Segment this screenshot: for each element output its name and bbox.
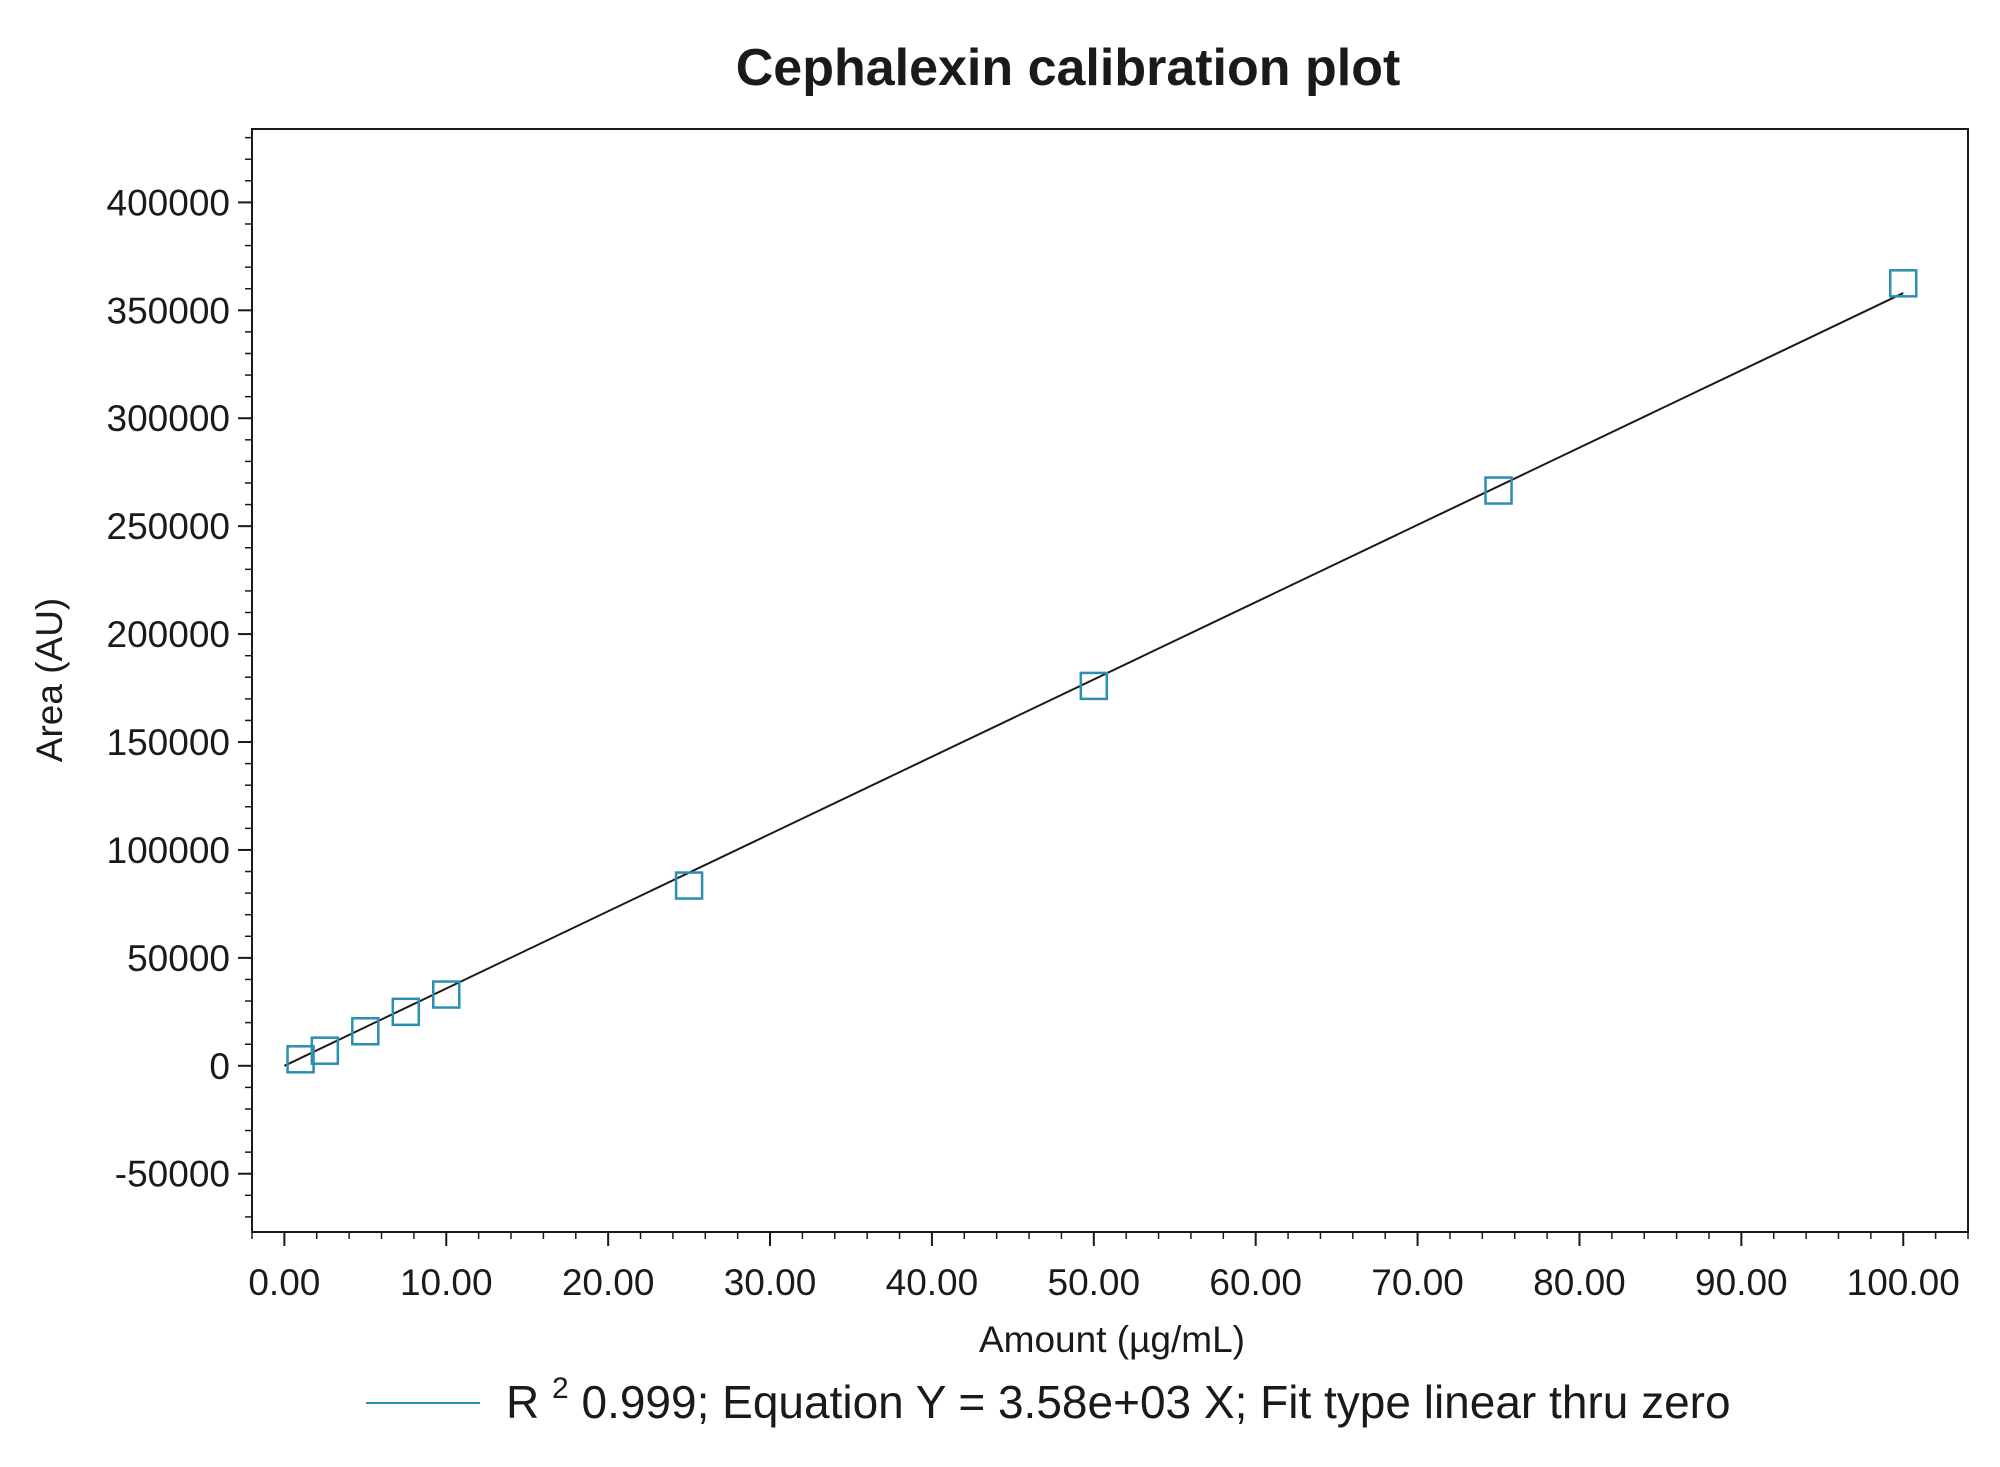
data-point bbox=[1484, 476, 1513, 505]
y-tick-label: 300000 bbox=[107, 398, 230, 439]
y-axis: -50000 0 50000 100000 150000 200000 250000 3000… bbox=[107, 182, 252, 1195]
data-point bbox=[286, 1045, 315, 1074]
data-point bbox=[351, 1017, 380, 1046]
y-tick-label: 250000 bbox=[107, 506, 230, 547]
fit-line bbox=[283, 292, 1904, 1067]
legend: R 2 0.999; Equation Y = 3.58e+03 X; Fit … bbox=[366, 1356, 1731, 1428]
x-tick-label: 30.00 bbox=[724, 1262, 817, 1303]
legend-equation: 0.999; Equation Y = 3.58e+03 X; Fit type… bbox=[581, 1376, 1730, 1428]
legend-r-label: R bbox=[506, 1376, 539, 1428]
y-axis-title: Area (AU) bbox=[29, 598, 70, 762]
y-tick-label: -50000 bbox=[115, 1154, 230, 1195]
data-point bbox=[674, 871, 704, 900]
data-point bbox=[432, 980, 461, 1009]
chart-title: Cephalexin calibration plot bbox=[736, 39, 1401, 97]
x-tick-label: 10.00 bbox=[400, 1262, 493, 1303]
y-tick-label: 200000 bbox=[107, 614, 230, 655]
x-tick-label: 20.00 bbox=[562, 1262, 655, 1303]
y-tick-label: 150000 bbox=[107, 722, 230, 763]
data-point bbox=[1888, 269, 1918, 298]
x-tick-label: 50.00 bbox=[1048, 1262, 1141, 1303]
x-tick-label: 90.00 bbox=[1695, 1262, 1788, 1303]
y-tick-label: 100000 bbox=[107, 830, 230, 871]
legend-r-superscript: 2 bbox=[552, 1372, 569, 1405]
data-point bbox=[391, 997, 421, 1027]
fit-line-layer bbox=[283, 292, 1904, 1067]
y-tick-label: 400000 bbox=[107, 182, 230, 223]
x-tick-label: 40.00 bbox=[886, 1262, 979, 1303]
data-points bbox=[286, 269, 1918, 1074]
x-axis: 0.00 10.00 20.00 30.00 40.00 50.00 60.00 70.00 8… bbox=[248, 1232, 1960, 1303]
x-tick-label: 70.00 bbox=[1371, 1262, 1464, 1303]
y-tick-label: 0 bbox=[209, 1046, 230, 1087]
data-point bbox=[310, 1036, 340, 1065]
plot-frame bbox=[251, 128, 1969, 1233]
x-tick-label: 60.00 bbox=[1209, 1262, 1302, 1303]
x-tick-label: 80.00 bbox=[1533, 1262, 1626, 1303]
x-axis-title: Amount (µg/mL) bbox=[979, 1319, 1245, 1360]
y-tick-label: 50000 bbox=[127, 938, 230, 979]
data-point bbox=[1079, 671, 1109, 701]
x-tick-label: 100.00 bbox=[1847, 1262, 1960, 1303]
x-tick-label: 0.00 bbox=[248, 1262, 320, 1303]
legend-text: R 2 0.999; Equation Y = 3.58e+03 X; Fit … bbox=[506, 1356, 1731, 1428]
y-tick-label: 350000 bbox=[107, 290, 230, 331]
